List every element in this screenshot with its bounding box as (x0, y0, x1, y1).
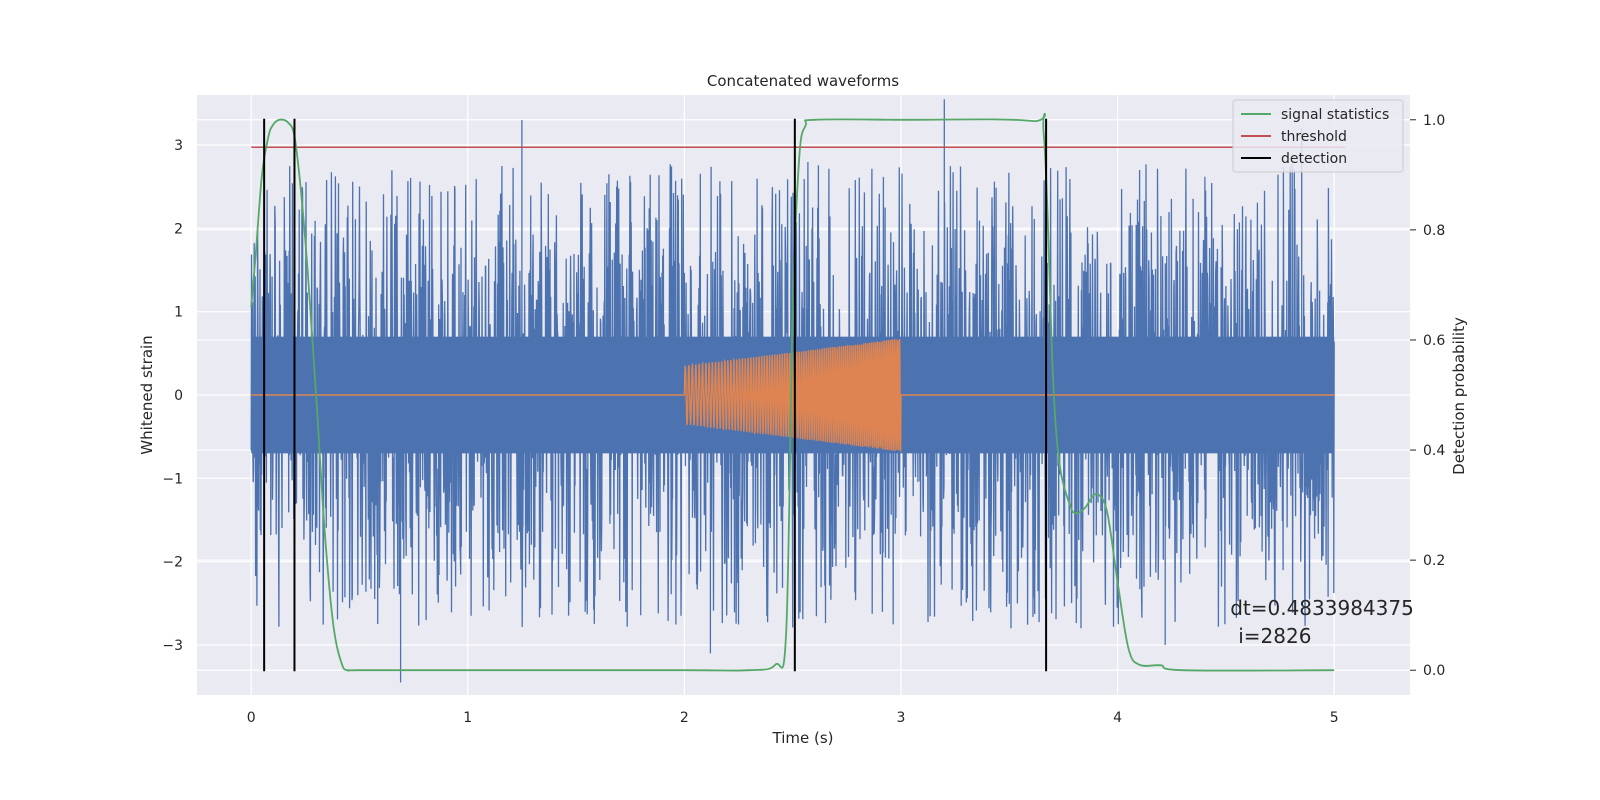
legend-label: signal statistics (1281, 107, 1389, 123)
y-tick-label: 1 (174, 305, 183, 321)
tick-labels: 0 1 2 3 4 5 −3 −2 −1 0 1 2 3 0.0 0.2 0.4 0.6 0.8 1.0 (162, 113, 1445, 726)
x-tick-label: 4 (1113, 710, 1122, 726)
chart-title: Concatenated waveforms (707, 72, 899, 90)
y2-tick-label: 0.4 (1423, 443, 1445, 459)
y-tick-label: −3 (162, 638, 183, 654)
y-axis-label: Whitened strain (138, 335, 156, 454)
x-tick-label: 5 (1330, 710, 1339, 726)
x-tick-label: 3 (897, 710, 906, 726)
annotation-i: i=2826 (1238, 624, 1311, 648)
y2-tick-label: 0.0 (1423, 663, 1445, 679)
y-tick-label: 3 (174, 138, 183, 154)
y-tick-label: −2 (162, 555, 183, 571)
x-tick-label: 1 (463, 710, 472, 726)
y-tick-label: 2 (174, 221, 183, 237)
x-tick-label: 0 (247, 710, 256, 726)
y-tick-label: 0 (174, 388, 183, 404)
x-axis-label: Time (s) (772, 729, 834, 747)
y2-axis-label: Detection probability (1450, 317, 1468, 475)
x-tick-label: 2 (680, 710, 689, 726)
legend: signal statistics threshold detection (1232, 99, 1404, 173)
annotation-dt: dt=0.4833984375 (1230, 596, 1414, 620)
data-layer (250, 99, 1345, 683)
y2-tick-label: 0.2 (1423, 553, 1445, 569)
y2-tick-label: 1.0 (1423, 113, 1445, 129)
chirp-series-line (251, 338, 1335, 452)
legend-label: detection (1281, 151, 1347, 167)
legend-box (1232, 99, 1404, 173)
legend-label: threshold (1281, 129, 1347, 145)
signal-statistics-line (250, 113, 1335, 672)
y-tick-label: −1 (162, 471, 183, 487)
y2-tick-label: 0.6 (1423, 333, 1445, 349)
strain-series-line (250, 99, 1335, 683)
y2-tick-label: 0.8 (1423, 223, 1445, 239)
